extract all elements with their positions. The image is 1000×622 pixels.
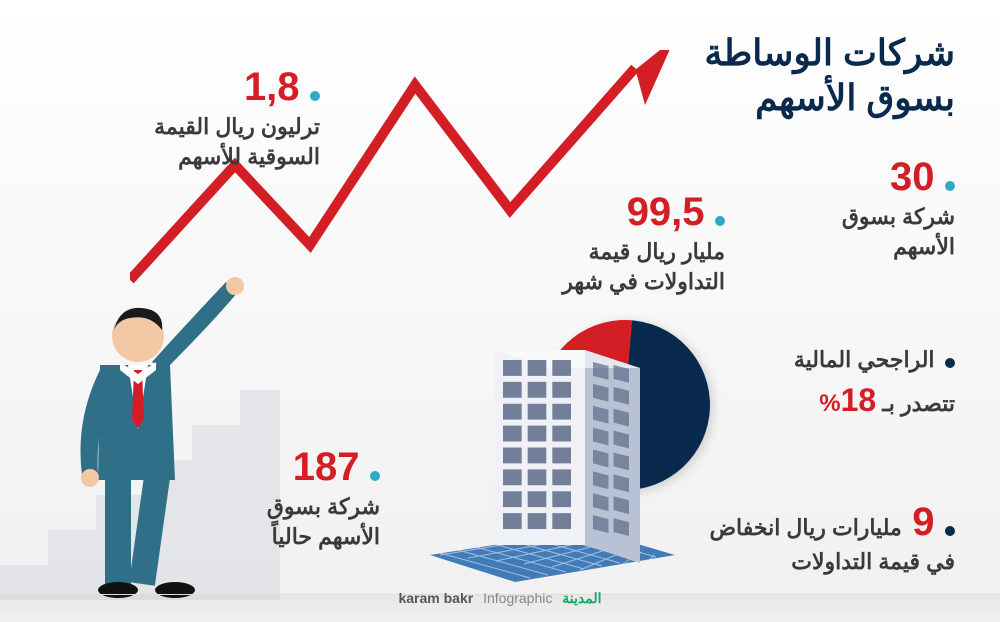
- bullet-icon: [945, 526, 955, 536]
- stat-1p8t-desc: ترليون ريال القيمة السوقية للأسهم: [100, 112, 320, 171]
- footer-credit: karam bakr Infographic المدينة: [0, 590, 1000, 616]
- stat-30-value: 30: [890, 155, 935, 200]
- bullet-icon: [945, 181, 955, 191]
- stat-995-desc: مليار ريال قيمة التداولات في شهر: [515, 237, 725, 296]
- title-line2: بسوق الأسهم: [704, 75, 955, 120]
- stat-alrajhi-18pct: الراجحي المالية تتصدر بـ 18%: [755, 345, 955, 422]
- stat-187-value: 187: [293, 445, 360, 490]
- building-illustration: [420, 330, 680, 590]
- infographic-title: شركات الوساطة بسوق الأسهم: [704, 30, 955, 120]
- stat-1p8-trillion: 1,8 ترليون ريال القيمة السوقية للأسهم: [100, 65, 320, 171]
- bullet-icon: [370, 471, 380, 481]
- stat-30-desc: شركة بسوق الأسهم: [775, 202, 955, 261]
- stat-9-value: 9: [912, 500, 934, 545]
- stat-9-billion-drop: 9 مليارات ريال انخفاض في قيمة التداولات: [715, 500, 955, 577]
- footer-brand: المدينة: [562, 590, 601, 607]
- bullet-icon: [715, 216, 725, 226]
- stat-30-companies: 30 شركة بسوق الأسهم: [775, 155, 955, 261]
- footer-author: karam bakr: [398, 590, 473, 606]
- businessman-illustration: [20, 270, 250, 600]
- bullet-icon: [945, 358, 955, 368]
- bullet-icon: [310, 91, 320, 101]
- footer-label: Infographic: [483, 590, 552, 606]
- stat-18pct-value: 18: [841, 379, 877, 422]
- title-line1: شركات الوساطة: [704, 30, 955, 75]
- infographic-canvas: { "infographic_type": "infographic", "la…: [0, 0, 1000, 622]
- stat-1p8t-value: 1,8: [244, 65, 300, 110]
- stat-995-value: 99,5: [627, 190, 705, 235]
- stat-995-billion: 99,5 مليار ريال قيمة التداولات في شهر: [515, 190, 725, 296]
